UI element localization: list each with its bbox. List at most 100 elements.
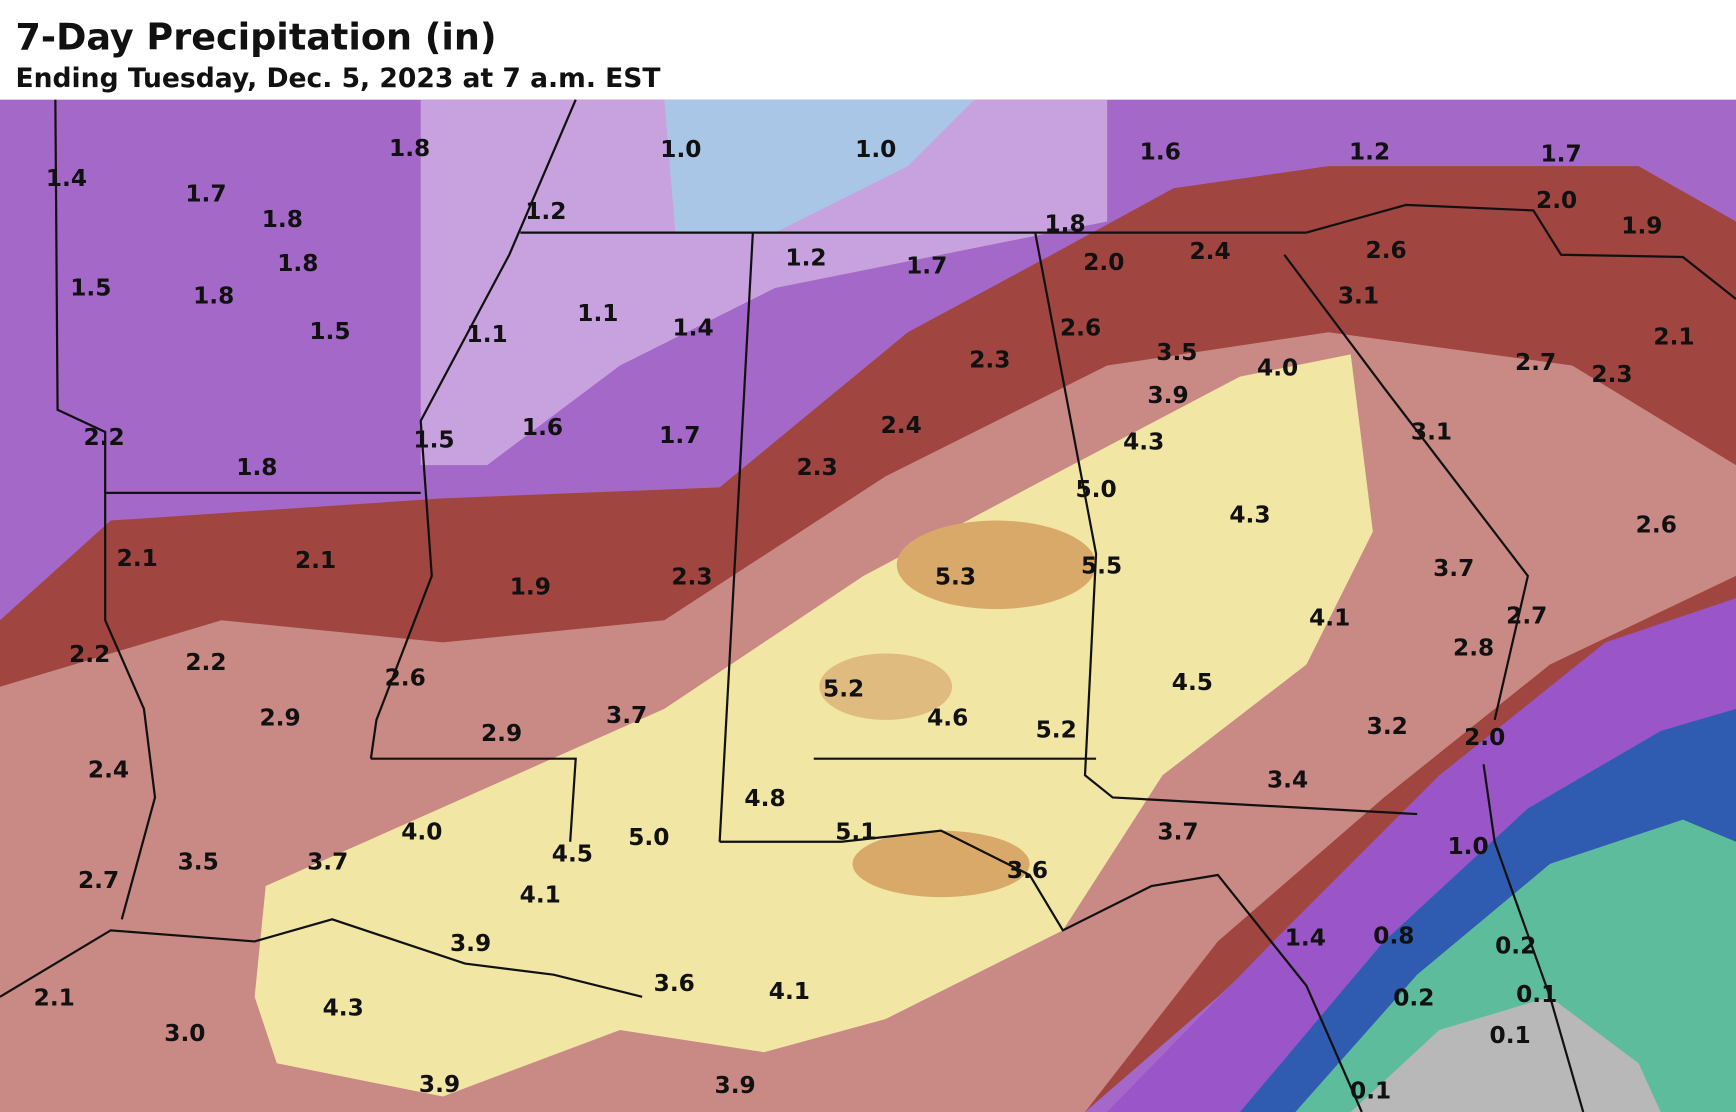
value-label: 0.2 — [1393, 985, 1434, 1012]
value-label: 4.0 — [401, 818, 442, 845]
value-label: 4.5 — [552, 841, 593, 868]
value-label: 2.8 — [1453, 635, 1494, 662]
value-label: 1.7 — [1540, 141, 1581, 168]
value-label: 2.1 — [117, 545, 158, 572]
value-label: 1.8 — [193, 282, 234, 309]
coast — [0, 918, 643, 998]
value-label: 2.2 — [83, 424, 124, 451]
value-label: 3.5 — [1156, 339, 1197, 366]
value-label: 2.7 — [78, 867, 119, 894]
value-label: 0.1 — [1490, 1022, 1531, 1049]
value-label: 1.4 — [672, 314, 713, 341]
value-label: 2.9 — [260, 704, 301, 731]
value-label: 1.0 — [660, 136, 701, 163]
value-label: 2.3 — [1591, 361, 1632, 388]
value-label: 3.6 — [1007, 857, 1048, 884]
value-label: 2.7 — [1515, 349, 1556, 376]
value-label: 1.4 — [46, 165, 87, 192]
coast — [719, 829, 1363, 1112]
shade-lightblue — [664, 99, 975, 233]
value-label: 1.2 — [1349, 138, 1390, 165]
subtitle: Ending Tuesday, Dec. 5, 2023 at 7 a.m. E… — [16, 63, 661, 94]
value-label: 2.6 — [1366, 237, 1407, 264]
value-label: 0.8 — [1373, 923, 1414, 950]
value-label: 2.3 — [969, 347, 1010, 374]
value-label: 1.7 — [185, 180, 226, 207]
value-label: 5.0 — [1075, 476, 1116, 503]
value-label: 2.4 — [88, 756, 129, 783]
value-label: 2.4 — [1190, 238, 1231, 265]
value-label: 4.1 — [520, 882, 561, 909]
value-label: 1.0 — [1447, 833, 1488, 860]
value-label: 5.3 — [935, 564, 976, 591]
value-label: 3.9 — [1147, 382, 1188, 409]
value-label: 5.5 — [1081, 553, 1122, 580]
value-label: 2.7 — [1506, 602, 1547, 629]
value-label: 2.2 — [69, 641, 110, 668]
value-label: 2.3 — [671, 564, 712, 591]
value-label: 3.1 — [1411, 419, 1452, 446]
header-bg — [0, 0, 1736, 100]
value-label: 2.3 — [796, 454, 837, 481]
value-label: 3.6 — [654, 970, 695, 997]
value-label: 1.8 — [389, 135, 430, 162]
border — [1306, 203, 1736, 300]
value-label: 4.5 — [1172, 669, 1213, 696]
value-label: 3.9 — [715, 1072, 756, 1099]
value-label: 1.0 — [855, 136, 896, 163]
value-label: 1.5 — [70, 275, 111, 302]
value-label: 0.2 — [1495, 932, 1536, 959]
precip-shading — [0, 99, 1736, 1112]
border — [54, 99, 421, 494]
border — [718, 232, 754, 842]
value-label: 5.0 — [628, 824, 669, 851]
title: 7-Day Precipitation (in) — [16, 15, 497, 58]
value-label: 4.1 — [769, 978, 810, 1005]
value-label: 1.5 — [413, 426, 454, 453]
value-label: 1.6 — [1140, 138, 1181, 165]
value-label: 1.8 — [277, 250, 318, 277]
value-label: 1.2 — [525, 198, 566, 225]
value-label: 1.9 — [510, 574, 551, 601]
shade-tan — [896, 520, 1097, 610]
value-label: 4.3 — [323, 994, 364, 1021]
value-label: 3.1 — [1338, 282, 1379, 309]
value-label: 1.1 — [467, 321, 508, 348]
value-label: 2.1 — [1653, 323, 1694, 350]
shade-lavender — [420, 99, 1108, 466]
value-label: 3.7 — [307, 848, 348, 875]
value-label: 4.0 — [1257, 354, 1298, 381]
value-label: 2.6 — [1636, 512, 1677, 539]
value-label: 1.8 — [236, 454, 277, 481]
value-label: 3.4 — [1267, 766, 1308, 793]
value-label: 2.4 — [881, 412, 922, 439]
border — [1283, 254, 1530, 721]
value-label: 2.0 — [1464, 724, 1505, 751]
value-label: 1.8 — [262, 206, 303, 233]
value-label: 4.1 — [1309, 605, 1350, 632]
value-label: 4.3 — [1229, 502, 1270, 529]
value-label: 3.9 — [450, 930, 491, 957]
shade-grey — [1350, 996, 1661, 1112]
value-label: 2.6 — [385, 664, 426, 691]
value-label: 4.6 — [927, 704, 968, 731]
value-label: 1.2 — [785, 245, 826, 272]
value-label: 1.4 — [1285, 925, 1326, 952]
border — [370, 757, 577, 842]
border — [104, 492, 157, 920]
border — [369, 99, 577, 759]
shade-ocean-green — [1295, 819, 1736, 1112]
value-label: 3.9 — [419, 1071, 460, 1098]
value-label: 3.7 — [1157, 818, 1198, 845]
value-label: 5.1 — [835, 818, 876, 845]
value-label: 1.8 — [1044, 210, 1085, 237]
shade-tan — [819, 653, 953, 720]
value-label: 0.1 — [1350, 1078, 1391, 1105]
value-label: 3.7 — [606, 702, 647, 729]
coast — [1482, 764, 1585, 1112]
value-label: 2.0 — [1536, 187, 1577, 214]
state-borders — [0, 99, 1736, 1112]
value-label: 1.5 — [309, 318, 350, 345]
